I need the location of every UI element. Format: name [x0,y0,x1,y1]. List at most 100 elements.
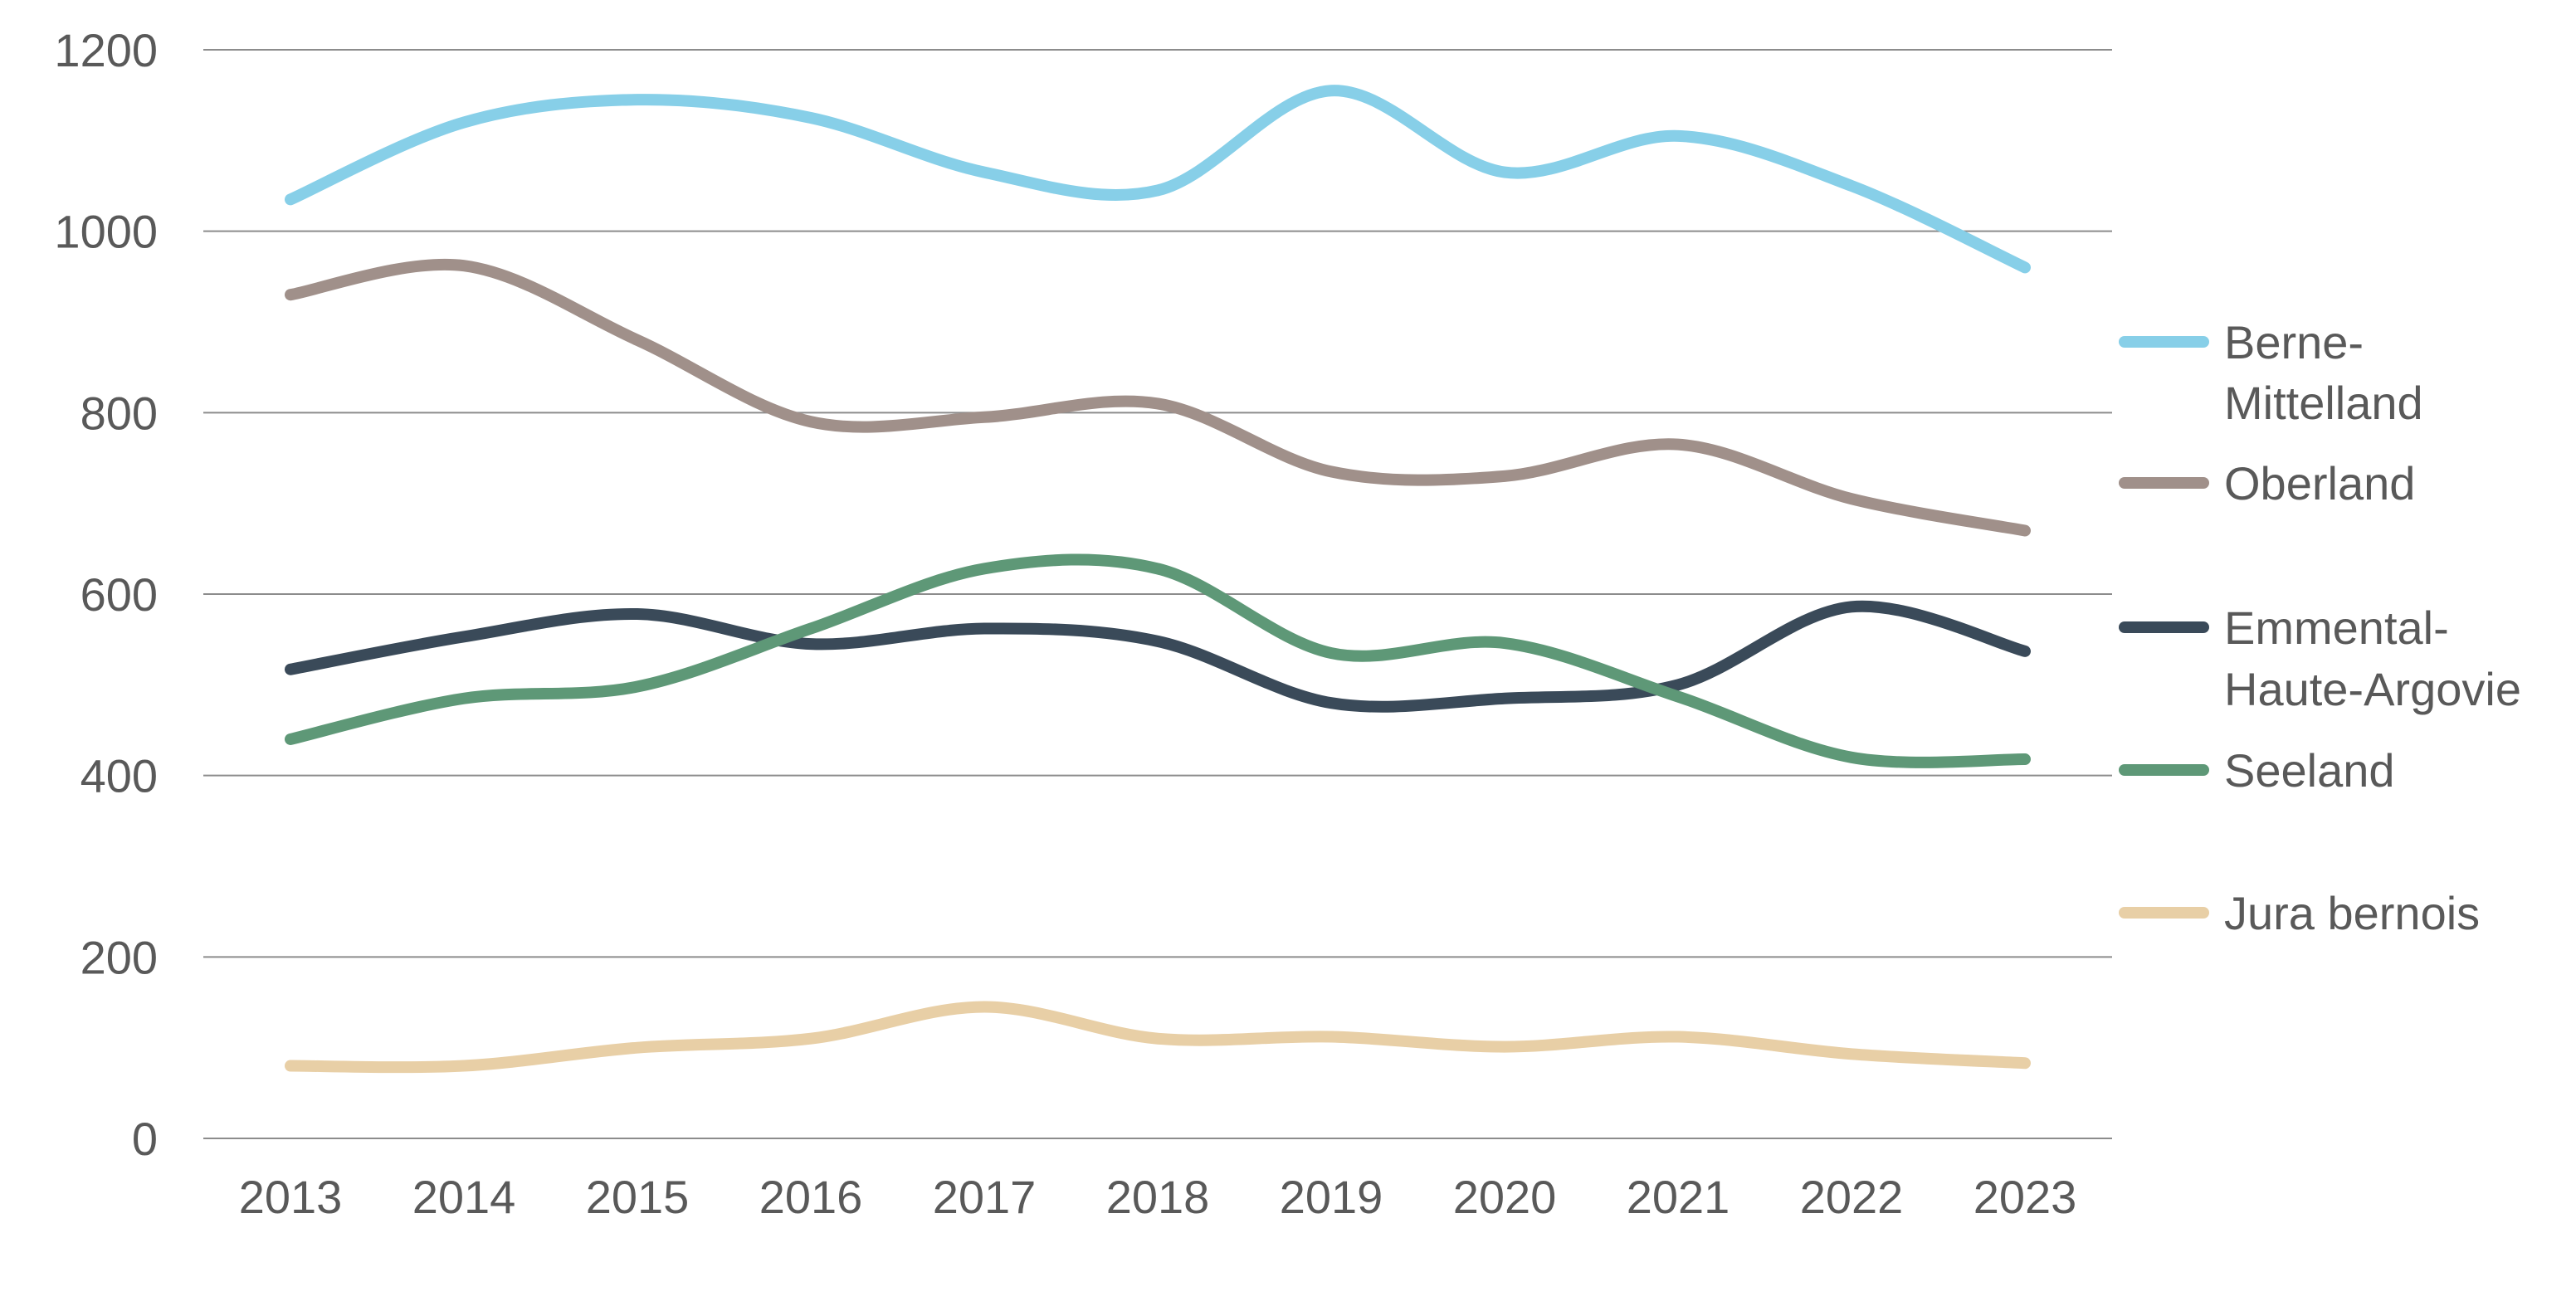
series-0 [285,85,2031,274]
series-line [285,258,2031,537]
data-point [808,626,813,631]
x-tick-label: 2015 [586,1171,690,1223]
series-3 [285,553,2031,768]
data-point [1676,134,1681,139]
data-point [1849,183,1854,188]
data-point [1329,469,1334,474]
data-point [1329,1035,1334,1040]
series-2 [285,600,2031,713]
data-point [808,419,813,424]
x-tick-label: 2018 [1106,1171,1210,1223]
data-point [1502,170,1507,175]
data-point [1502,474,1507,479]
data-point [982,170,987,175]
y-tick-label: 1200 [54,24,158,76]
x-tick-label: 2022 [1800,1171,1904,1223]
data-point [1502,696,1507,701]
x-tick-label: 2019 [1280,1171,1383,1223]
data-point [2022,757,2027,762]
legend: Berne- Mittelland Oberland Emmental- Haute-A… [2119,316,2521,939]
series-line [285,85,2031,274]
data-point [1329,651,1334,655]
data-point [1155,566,1160,571]
x-tick-label: 2017 [933,1171,1037,1223]
data-point [461,634,466,639]
data-point [808,115,813,120]
x-tick-label: 2014 [412,1171,516,1223]
data-point [461,263,466,268]
data-point [982,566,987,571]
x-tick-label: 2013 [239,1171,343,1223]
data-point [635,685,640,690]
data-point [1676,694,1681,699]
gridlines [203,49,2112,1139]
y-tick-label: 400 [80,750,158,802]
data-point [808,1036,813,1041]
data-point [2022,265,2027,270]
data-point [461,119,466,124]
legend-label: Seeland [2224,744,2395,797]
data-point [2022,1060,2027,1065]
data-point [1676,442,1681,447]
legend-item: Seeland [2119,744,2395,797]
data-point [288,197,293,202]
x-tick-label: 2020 [1453,1171,1557,1223]
data-point [1329,88,1334,93]
data-point [288,667,293,672]
legend-item: Berne- Mittelland [2119,316,2423,429]
legend-label: Haute-Argovie [2224,663,2521,715]
x-axis-ticks: 2013 2014 2015 2016 2017 2018 2019 2020 2021 2022… [239,1171,2077,1223]
data-point [982,626,987,631]
data-point [1155,639,1160,644]
y-tick-label: 600 [80,568,158,621]
legend-label: Oberland [2224,457,2415,509]
data-point [1329,700,1334,705]
legend-item: Oberland [2119,457,2415,509]
y-axis-ticks: 0 200 400 600 800 1000 1200 [54,24,158,1165]
data-point [982,1004,987,1009]
y-tick-label: 200 [80,931,158,983]
data-point [1502,1045,1507,1050]
data-point [288,292,293,297]
series-line [285,1001,2031,1074]
data-point [1155,1036,1160,1041]
data-point [461,1064,466,1069]
data-point [1502,641,1507,646]
data-point [808,641,813,646]
y-tick-label: 800 [80,387,158,439]
y-tick-label: 0 [132,1113,158,1165]
data-point [1849,755,1854,760]
data-point [1676,682,1681,687]
legend-label: Berne- [2224,316,2364,368]
legend-item: Jura bernois [2119,887,2480,939]
data-point [1155,401,1160,406]
data-point [2022,649,2027,654]
y-tick-label: 1000 [54,206,158,258]
legend-label: Jura bernois [2224,887,2480,939]
data-point [635,97,640,102]
x-tick-label: 2023 [1973,1171,2077,1223]
data-point [982,415,987,420]
x-tick-label: 2021 [1627,1171,1730,1223]
data-point [461,696,466,701]
data-point [1676,1035,1681,1040]
legend-item: Emmental- Haute-Argovie [2119,602,2521,715]
data-point [288,1064,293,1069]
legend-label: Emmental- [2224,602,2449,654]
data-point [635,612,640,616]
series-line [285,553,2031,768]
series-4 [285,1001,2031,1074]
data-point [635,1045,640,1050]
series-1 [285,258,2031,537]
data-point [1849,604,1854,609]
data-point [288,737,293,742]
series-lines [285,85,2031,1074]
series-line [285,600,2031,713]
data-point [1849,496,1854,501]
legend-label: Mittelland [2224,377,2423,429]
data-point [1155,188,1160,192]
x-tick-label: 2016 [759,1171,863,1223]
data-point [635,338,640,343]
